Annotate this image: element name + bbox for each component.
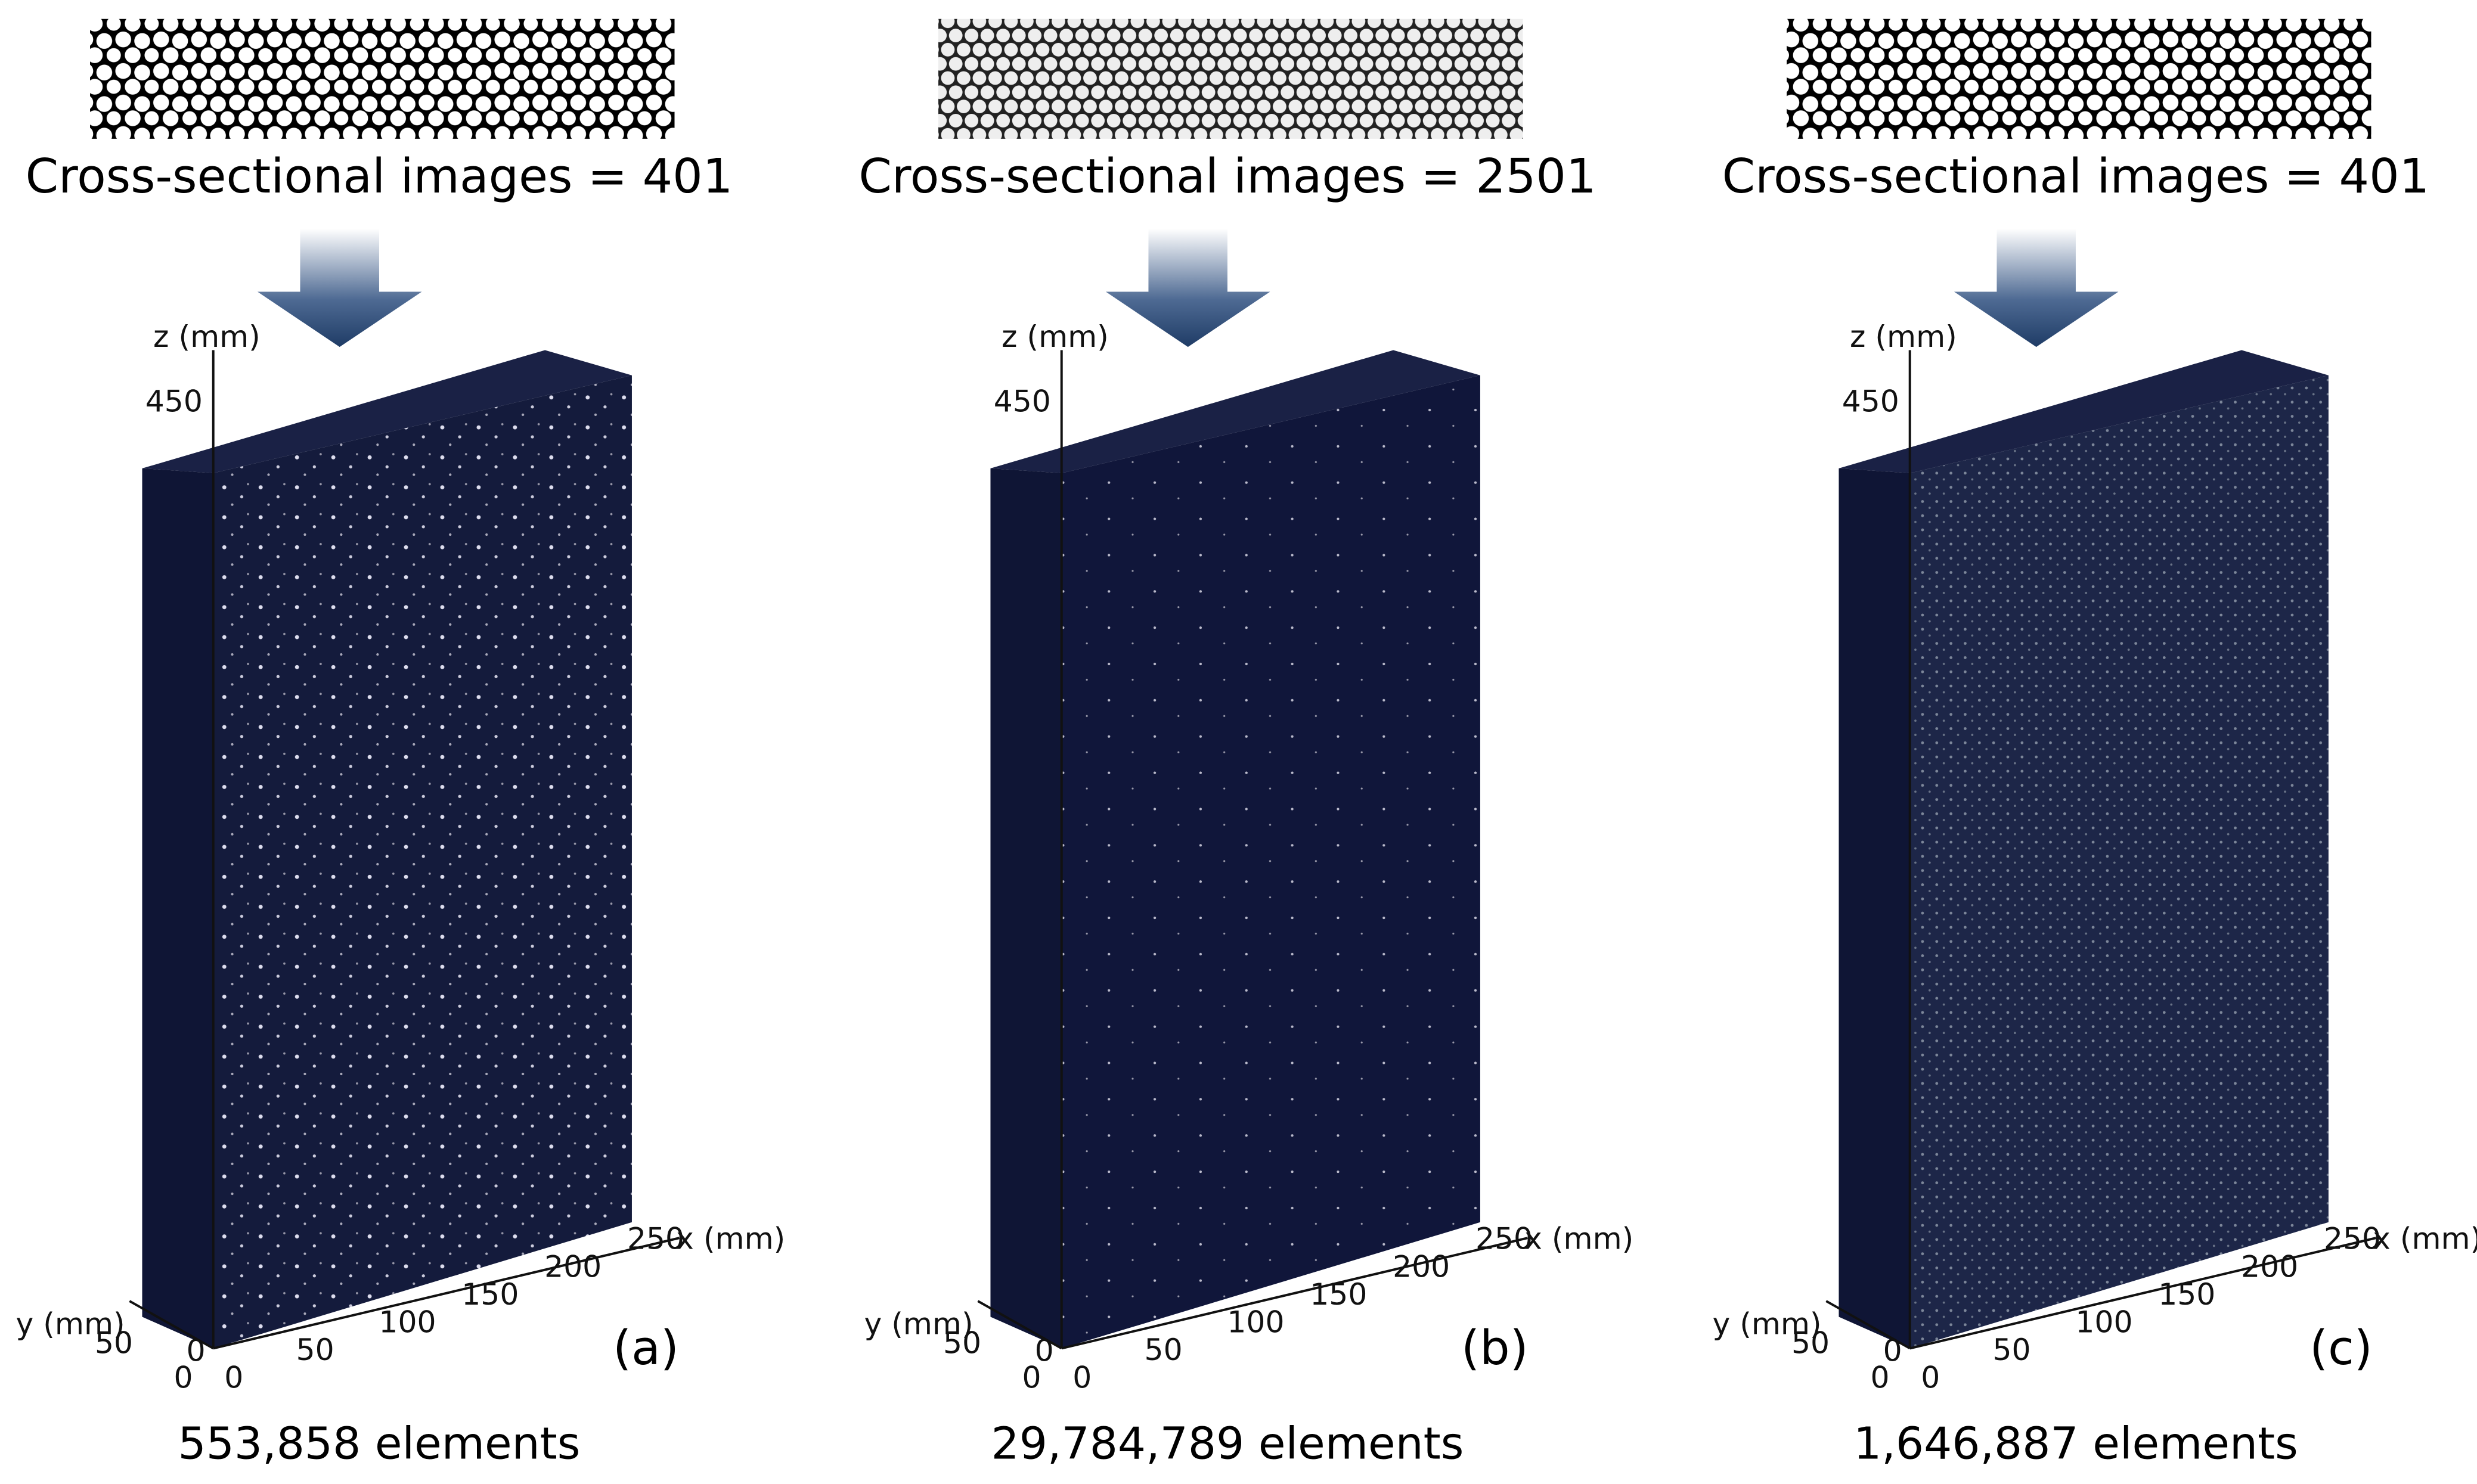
z-tick-label: 0 [1035,1333,1054,1368]
x-tick-label: 100 [1227,1304,1284,1339]
x-tick-label: 200 [2241,1249,2298,1284]
z-tick-label: 450 [145,384,203,419]
element-count: 29,784,789 elements [991,1418,1464,1470]
y-axis-label: y (mm) [1712,1306,1821,1342]
cross-section-image [1787,18,2371,139]
z-tick-label: 450 [994,384,1051,419]
x-axis [1061,1237,1528,1350]
x-axis [1909,1237,2376,1350]
panel: Cross-sectional images = 401 z (mm) x (mm)… [15,18,785,1470]
x-tick-label: 0 [1072,1360,1092,1395]
panel-label: (a) [613,1320,679,1376]
element-count: 1,646,887 elements [1853,1418,2298,1470]
arrow [1105,228,1270,347]
z-tick-label: 450 [1842,384,1899,419]
y-axis [129,1300,214,1350]
y-axis [1825,1300,1911,1350]
y-tick-label: 50 [1791,1325,1830,1360]
y-tick-label: 0 [1870,1360,1889,1395]
x-tick-label: 150 [1310,1277,1367,1312]
z-axis-label: z (mm) [1002,319,1109,354]
panel-label: (b) [1461,1320,1528,1376]
x-tick-label: 0 [1921,1360,1940,1395]
block-front [1061,375,1480,1349]
panel: Cross-sectional images = 401 z (mm) x (mm)… [1712,18,2477,1470]
block-top [142,350,632,473]
z-tick-label: 0 [1883,1333,1902,1368]
block-side [142,468,213,1349]
x-tick-label: 50 [1993,1332,2031,1367]
panel-label: (c) [2309,1320,2373,1376]
y-axis-label: y (mm) [864,1306,973,1342]
x-axis-label: x (mm) [2373,1221,2477,1256]
x-tick-label: 150 [461,1277,519,1312]
caption: Cross-sectional images = 401 [1722,148,2430,204]
caption: Cross-sectional images = 401 [26,148,733,204]
block-side [990,468,1062,1349]
block-top [990,350,1480,473]
block-front [1909,375,2329,1349]
y-tick-label: 50 [943,1325,981,1360]
block-top [1839,350,2329,473]
y-axis-label: y (mm) [15,1306,125,1342]
cross-section-image [938,18,1523,139]
caption: Cross-sectional images = 2501 [858,148,1596,204]
y-axis [977,1300,1062,1350]
arrow [257,228,422,347]
z-axis-label: z (mm) [1850,319,1957,354]
x-tick-label: 100 [379,1304,436,1339]
x-tick-label: 250 [627,1221,684,1256]
z-tick-label: 0 [187,1333,206,1368]
x-tick-label: 250 [1475,1221,1533,1256]
x-tick-label: 50 [296,1332,334,1367]
arrow [1954,228,2119,347]
y-tick-label: 0 [173,1360,193,1395]
y-tick-label: 50 [95,1325,133,1360]
y-tick-label: 0 [1022,1360,1041,1395]
x-tick-label: 0 [224,1360,243,1395]
z-axis-label: z (mm) [153,319,261,354]
x-tick-label: 150 [2158,1277,2215,1312]
cross-section-image [90,18,675,139]
x-tick-label: 100 [2075,1304,2132,1339]
x-tick-label: 200 [544,1249,602,1284]
x-tick-label: 250 [2324,1221,2381,1256]
x-axis [213,1237,680,1350]
block-side [1839,468,1910,1349]
x-axis-label: x (mm) [1524,1221,1633,1256]
x-tick-label: 50 [1145,1332,1183,1367]
block-front [213,375,632,1349]
x-tick-label: 200 [1393,1249,1450,1284]
x-axis-label: x (mm) [676,1221,785,1256]
panel: Cross-sectional images = 2501 z (mm) x (mm… [858,18,1633,1470]
element-count: 553,858 elements [178,1418,581,1470]
